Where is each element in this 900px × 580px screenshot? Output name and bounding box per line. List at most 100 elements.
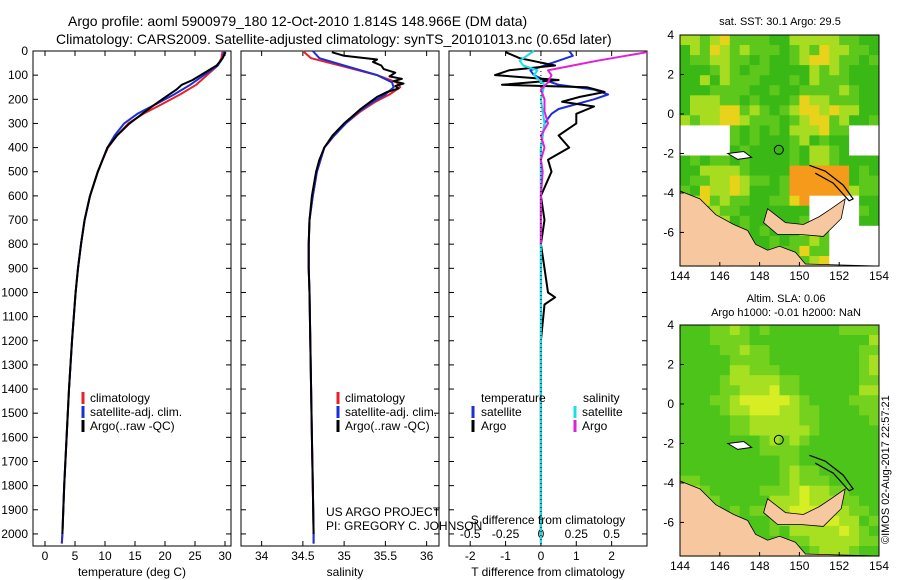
xtick-label: 0 [42, 549, 49, 563]
map-cell [759, 395, 771, 406]
map-cell [699, 405, 711, 416]
map-cell [709, 115, 721, 126]
map-cell [759, 205, 771, 217]
map-cell [859, 125, 870, 136]
map-cell [739, 145, 751, 157]
xtick-label: 5 [72, 549, 79, 563]
map-cell [819, 125, 830, 136]
map-cell [839, 365, 850, 376]
map-cell [699, 115, 711, 126]
map-cell [779, 395, 790, 406]
map-cell [729, 465, 741, 477]
map-cell [680, 425, 691, 436]
map-cell [869, 475, 880, 487]
map-cell [680, 365, 691, 376]
map-cell [829, 155, 840, 167]
temperature-tick-group: 0 5 10 15 20 25 30 [42, 51, 232, 563]
map-cell [680, 415, 691, 426]
map-cell [709, 45, 721, 56]
map-cell [819, 535, 830, 547]
map-cell [749, 195, 761, 207]
map-cell [839, 235, 850, 247]
map-cell [839, 245, 850, 257]
map-cell [829, 435, 840, 447]
map-cell [799, 385, 810, 396]
map-cell [680, 95, 691, 106]
map-cell [709, 185, 721, 197]
map-cell [819, 95, 830, 106]
map-cell [729, 125, 741, 136]
map-cell [779, 75, 790, 86]
map-cell [789, 195, 800, 207]
map-cell [749, 365, 761, 376]
map-cell [829, 95, 840, 106]
map-cell [839, 385, 850, 396]
temperature-legend: climatology satellite-adj. clim. Argo(..… [81, 391, 182, 433]
map-cell [759, 515, 771, 527]
map-cell [869, 395, 880, 406]
map-cell [690, 365, 701, 376]
map-cell [859, 505, 870, 517]
map-cell [799, 75, 810, 86]
map-cell [699, 35, 711, 46]
map-cell [719, 45, 731, 56]
legend-label-satellite-adj: satellite-adj. clim. [345, 405, 437, 419]
ytick-label: 1300 [1, 358, 28, 372]
map-cell [829, 195, 840, 207]
map-cell [739, 505, 751, 517]
map-cell [749, 75, 761, 86]
map-cell [709, 355, 721, 366]
map-cell [729, 395, 741, 406]
map-cell [749, 225, 761, 237]
map-cell [690, 445, 701, 457]
map-cell [769, 375, 780, 386]
map-cell [759, 225, 771, 237]
map-cell [699, 335, 711, 346]
map-cell [709, 475, 721, 487]
map-cell [829, 325, 840, 336]
map-cell [829, 395, 840, 406]
map-cell [769, 425, 780, 436]
map-cell [859, 155, 870, 167]
map-cell [739, 155, 751, 167]
map-cell [849, 65, 860, 76]
map-cell [819, 245, 830, 257]
map-cell [749, 505, 761, 517]
map-cell [809, 135, 820, 146]
new-ireland-coastline [809, 454, 855, 492]
map-cell [719, 445, 731, 457]
argo-float-marker [773, 434, 784, 445]
map-cell [809, 325, 820, 336]
map-cell [749, 125, 761, 136]
map-cell [749, 375, 761, 386]
map-cell [769, 135, 780, 146]
map-cell [759, 375, 771, 386]
map-cell [829, 175, 840, 187]
map-ytick-label: -2 [663, 146, 674, 160]
map-cell [859, 35, 870, 46]
map-cell [789, 375, 800, 386]
map-cell [859, 515, 870, 527]
map-cell [839, 225, 850, 237]
map-cell [859, 395, 870, 406]
map-cell [759, 95, 771, 106]
map-cell [809, 405, 820, 416]
title-line-2: Climatology: CARS2009. Satellite-adjuste… [56, 31, 612, 47]
map-cell [739, 335, 751, 346]
map-cell [829, 145, 840, 157]
map-cell [680, 165, 691, 177]
map-cell [719, 455, 731, 467]
map-cell [849, 55, 860, 66]
map-cell [759, 125, 771, 136]
map-cell [809, 85, 820, 96]
map-cell [680, 185, 691, 197]
map-cell [690, 185, 701, 197]
map-cell [869, 75, 880, 86]
map-cell [680, 55, 691, 66]
map-cell [759, 435, 771, 447]
map-cell [749, 135, 761, 146]
xtick-label: 0 [538, 549, 545, 563]
ytick-label: 700 [8, 213, 28, 227]
ytick-label: 200 [8, 92, 28, 106]
map-cell [719, 365, 731, 376]
